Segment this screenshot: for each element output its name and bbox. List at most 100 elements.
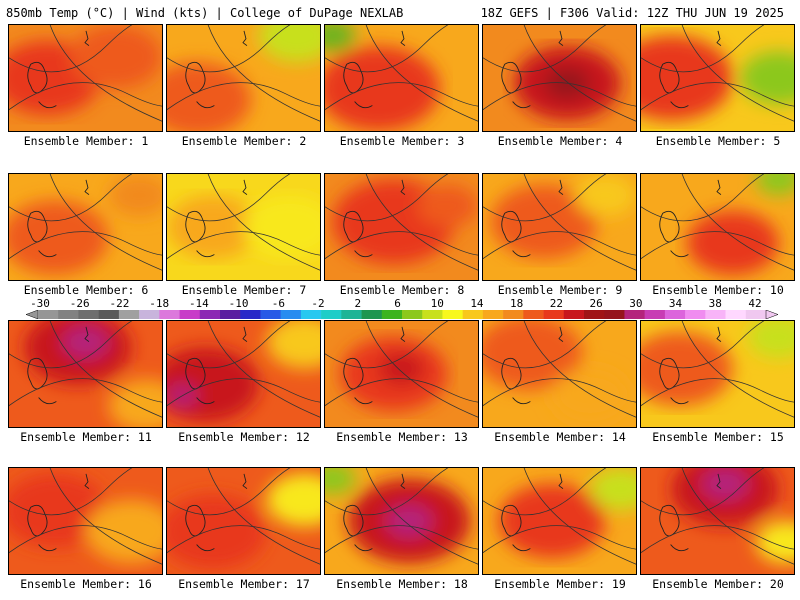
height-contour [365,321,478,418]
colorbar-swatch [402,310,423,319]
colorbar-swatch [300,310,322,319]
temperature-anomaly [85,499,162,564]
ensemble-member-map[interactable] [166,467,321,575]
ensemble-member-map[interactable] [640,467,795,575]
height-contour [523,174,636,271]
temperature-anomaly [574,174,636,217]
height-contour [167,25,291,73]
coastline [27,473,90,552]
temperature-anomaly [266,473,320,527]
coastline [659,326,722,405]
height-contour [49,468,162,565]
height-contour [207,468,320,565]
ensemble-member-label: Ensemble Member: 16 [20,577,152,591]
coastline [659,30,722,109]
ensemble-member-map[interactable] [482,320,637,428]
temperature-anomaly [755,521,794,564]
colorbar-tick-label: -6 [271,297,285,310]
colorbar-tick-label: 34 [668,297,683,310]
colorbar-swatch [361,310,383,319]
colorbar-swatch [442,310,463,319]
height-contour [641,468,765,516]
height-contour [207,25,320,122]
colorbar-tick-label: 30 [629,297,643,310]
ensemble-member-label: Ensemble Member: 4 [497,134,623,148]
ensemble-member-label: Ensemble Member: 20 [652,577,784,591]
ensemble-member-map[interactable] [8,467,163,575]
colorbar-tick-label: 22 [549,297,563,310]
ensemble-member-label: Ensemble Member: 18 [336,577,468,591]
height-contour [325,525,478,554]
height-contour [167,321,291,369]
ensemble-member-map[interactable] [482,173,637,281]
ensemble-member-map[interactable] [640,24,795,132]
temperature-anomaly [483,321,583,390]
colorbar-tick-label: 38 [708,297,722,310]
colorbar-swatch [644,310,666,319]
height-contour [641,378,794,407]
model-run-info: 18Z GEFS | F306 Valid: 12Z THU JUN 19 20… [480,6,784,20]
coastline [501,179,564,258]
colorbar-swatch [543,310,565,319]
ensemble-member-label: Ensemble Member: 17 [178,577,310,591]
colorbar-swatch [179,310,201,319]
colorbar-swatch [523,310,544,319]
ensemble-member-map[interactable] [8,173,163,281]
colorbar-swatch [240,310,261,319]
colorbar-arrow-min [26,310,39,319]
temperature-anomaly [108,174,162,217]
coastline [27,326,90,405]
height-contour [9,25,133,73]
height-contour [49,174,162,271]
temperature-anomaly [641,35,733,121]
height-contour [167,174,291,222]
height-contour [523,321,636,418]
colorbar-arrow-max [765,310,778,319]
ensemble-member-map[interactable] [324,320,479,428]
height-contour [483,468,607,516]
colorbar-tick-label: 18 [510,297,524,310]
temperature-anomaly [378,352,425,385]
colorbar-tick-label: -2 [311,297,325,310]
height-contour [483,25,607,73]
ensemble-member-map[interactable] [640,173,795,281]
height-contour [49,25,162,122]
height-contour [207,321,320,418]
height-contour [523,468,636,565]
ensemble-member-map[interactable] [166,24,321,132]
colorbar-swatch [78,310,99,319]
ensemble-member-map[interactable] [324,467,479,575]
coastline [343,326,406,405]
temperature-anomaly [416,184,478,227]
ensemble-member-map[interactable] [324,173,479,281]
temperature-anomaly [686,211,779,275]
colorbar-swatch [745,310,767,319]
coastline [343,30,406,109]
ensemble-member-map[interactable] [640,320,795,428]
colorbar-swatch [159,310,180,319]
height-contour [9,82,162,111]
ensemble-member-map[interactable] [166,173,321,281]
colorbar-tick-label: -26 [69,297,90,310]
ensemble-member-label: Ensemble Member: 13 [336,430,468,444]
ensemble-member-map[interactable] [166,320,321,428]
temperature-anomaly [590,468,636,511]
height-contour [641,25,765,73]
height-contour [641,174,765,222]
temperature-anomaly [266,321,320,369]
colorbar-swatch [341,310,362,319]
height-contour [641,231,794,260]
ensemble-member-map[interactable] [482,467,637,575]
ensemble-member-map[interactable] [8,24,163,132]
height-contour [681,174,794,271]
colorbar-tick-label: 14 [470,297,484,310]
ensemble-member-map[interactable] [482,24,637,132]
ensemble-member-label: Ensemble Member: 15 [652,430,784,444]
coastline [185,326,248,405]
temperature-anomaly [748,321,794,359]
coastline [501,30,564,109]
ensemble-member-map[interactable] [324,24,479,132]
ensemble-member-map[interactable] [8,320,163,428]
coastline [27,179,90,258]
height-contour [483,378,636,407]
